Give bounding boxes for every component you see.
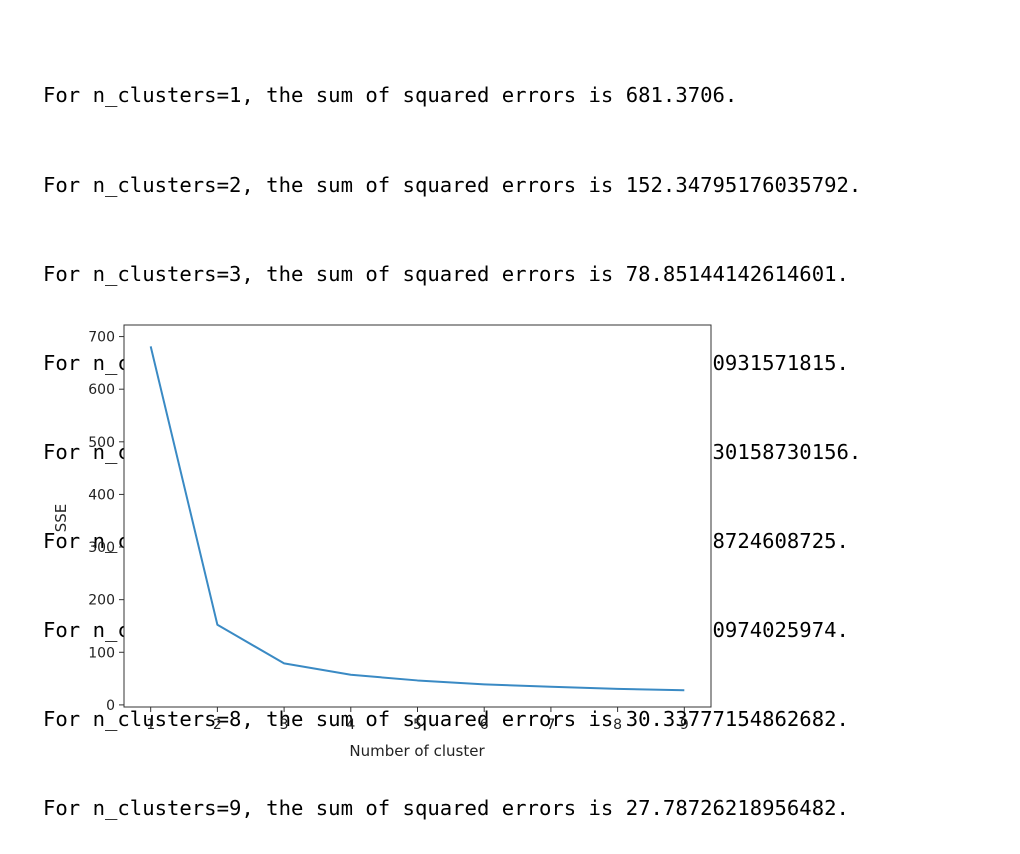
y-tick-label: 600	[88, 382, 115, 398]
y-tick-label: 700	[88, 330, 115, 346]
y-tick-label: 500	[88, 435, 115, 451]
y-tick-label: 400	[88, 487, 115, 503]
x-tick-label: 1	[146, 717, 155, 733]
sse-line-chart: 0 100 200 300 400 500 600 700 1 2 3 4 5 6 7 8 9 Number …	[0, 0, 1020, 779]
y-tick-label: 0	[106, 698, 115, 714]
x-axis-label: Number of cluster	[349, 742, 485, 760]
y-tick-label: 200	[88, 593, 115, 609]
x-tick-label: 6	[480, 717, 489, 733]
x-tick-label: 3	[280, 717, 289, 733]
x-tick-label: 9	[680, 717, 689, 733]
output-line: For n_clusters=9, the sum of squared err…	[43, 794, 861, 824]
y-tick-label: 300	[88, 540, 115, 556]
y-axis: 0 100 200 300 400 500 600 700	[88, 330, 124, 714]
x-tick-label: 5	[413, 717, 422, 733]
plot-frame	[124, 325, 711, 707]
x-tick-label: 7	[546, 717, 555, 733]
y-axis-label: SSE	[52, 504, 70, 533]
x-tick-label: 8	[613, 717, 622, 733]
x-tick-label: 2	[213, 717, 222, 733]
y-tick-label: 100	[88, 645, 115, 661]
x-tick-label: 4	[346, 717, 355, 733]
x-axis: 1 2 3 4 5 6 7 8 9	[146, 707, 689, 733]
